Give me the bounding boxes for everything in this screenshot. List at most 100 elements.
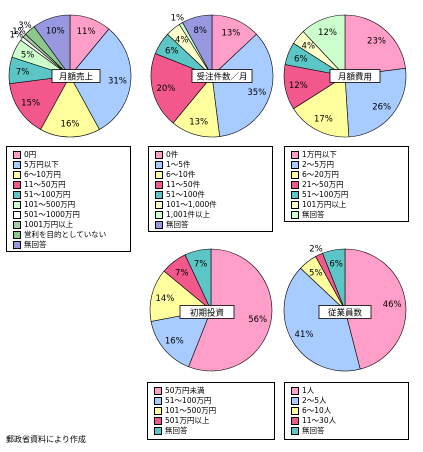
slice-data-label: 41% bbox=[295, 330, 314, 340]
slice-data-label: 23% bbox=[367, 36, 386, 46]
legend-item: 6～10件 bbox=[155, 170, 195, 180]
legend-item: 51～100件 bbox=[155, 190, 205, 200]
legend-label: 1,001件以上 bbox=[166, 210, 210, 219]
legend-label: 501万円以上 bbox=[165, 416, 210, 425]
legend-swatch bbox=[13, 231, 21, 239]
slice-data-label: 6% bbox=[329, 259, 343, 269]
legend-item: 6～10人 bbox=[291, 406, 331, 416]
slice-data-label: 12% bbox=[318, 28, 337, 38]
pie-chart-5: 46% 41% 5% 2% 6% 従業員数 bbox=[283, 245, 407, 372]
legend-5: 1人 2～5人 6～10人 11～30人 無回答 bbox=[284, 382, 409, 440]
legend-swatch bbox=[155, 221, 163, 229]
legend-swatch bbox=[155, 151, 163, 159]
slice-data-label: 6% bbox=[294, 55, 308, 65]
legend-item: 営利を目的としていない bbox=[13, 230, 106, 240]
pie-slice bbox=[69, 28, 132, 130]
legend-label: 6～20万円 bbox=[302, 170, 339, 179]
legend-label: 51～100万円 bbox=[302, 190, 349, 199]
pie-slice bbox=[9, 75, 71, 130]
pie-slice bbox=[182, 14, 213, 77]
legend-label: 11～30人 bbox=[302, 416, 337, 425]
slice-data-label: 13% bbox=[189, 118, 208, 128]
legend-label: 50万円未満 bbox=[165, 386, 205, 395]
legend-swatch bbox=[291, 427, 299, 435]
legend-item: 11～30人 bbox=[291, 416, 336, 426]
slice-data-label: 5% bbox=[21, 50, 35, 60]
chart-title: 受注件数／月 bbox=[196, 72, 247, 83]
slice-data-label: 1% bbox=[12, 27, 26, 37]
legend-swatch bbox=[291, 387, 299, 395]
slice-data-label: 56% bbox=[248, 315, 267, 325]
legend-swatch bbox=[291, 397, 299, 405]
legend-label: 101～500万円 bbox=[24, 200, 76, 209]
legend-swatch bbox=[13, 211, 21, 219]
legend-item: 50万円未満 bbox=[154, 386, 205, 396]
legend-item: 501万円以上 bbox=[154, 416, 209, 426]
legend-label: 101～500万円 bbox=[165, 406, 217, 415]
legend-label: 2～5万円 bbox=[302, 160, 335, 169]
legend-swatch bbox=[13, 241, 21, 249]
legend-swatch bbox=[155, 191, 163, 199]
source-note: 郵政省資料により作成 bbox=[6, 435, 86, 444]
legend-swatch bbox=[291, 201, 299, 209]
pie-chart-1: 11%31%16%15%7%5%1%1%3%10%月額売上 bbox=[8, 14, 132, 138]
slice-data-label: 26% bbox=[372, 102, 391, 112]
legend-label: 501～1000万円 bbox=[24, 210, 80, 219]
legend-label: 101万円以上 bbox=[302, 200, 347, 209]
pie-slice bbox=[150, 309, 212, 368]
slice-data-label: 6% bbox=[165, 47, 179, 57]
slice-data-label: 31% bbox=[108, 77, 127, 87]
slice-data-label: 20% bbox=[156, 84, 175, 94]
legend-item: 1万円以下 bbox=[291, 150, 337, 160]
legend-item: 21～50万円 bbox=[291, 180, 344, 190]
slice-data-label: 7% bbox=[175, 268, 189, 278]
legend-item: 51～100万円 bbox=[13, 190, 70, 200]
slice-data-label: 1% bbox=[171, 14, 185, 24]
pie-slice bbox=[293, 75, 350, 138]
pie-slice bbox=[344, 14, 406, 77]
slice-data-label: 3% bbox=[18, 21, 32, 31]
legend-swatch bbox=[13, 201, 21, 209]
legend-item: 2～5人 bbox=[291, 396, 327, 406]
pie-slice bbox=[211, 33, 274, 137]
legend-swatch bbox=[13, 171, 21, 179]
pie-chart-3: 23%26%17%12%6%4%12%月額費用 bbox=[283, 14, 407, 138]
legend-item: 1人 bbox=[291, 386, 314, 396]
legend-3: 1万円以下 2～5万円 6～20万円 21～50万円 51～100万円 101万円以上 無回… bbox=[284, 146, 409, 222]
legend-swatch bbox=[291, 181, 299, 189]
legend-item: 無回答 bbox=[291, 426, 325, 436]
legend-label: 0円 bbox=[24, 150, 37, 159]
legend-item: 2～5万円 bbox=[291, 160, 334, 170]
legend-swatch bbox=[154, 417, 162, 425]
legend-swatch bbox=[13, 181, 21, 189]
pie-slice bbox=[344, 68, 407, 138]
legend-label: 21～50万円 bbox=[302, 180, 344, 189]
legend-swatch bbox=[291, 407, 299, 415]
slice-data-label: 5% bbox=[309, 268, 323, 278]
legend-label: 無回答 bbox=[302, 426, 325, 435]
legend-item: 6～20万円 bbox=[291, 170, 339, 180]
slice-data-label: 10% bbox=[46, 27, 65, 37]
legend-item: 無回答 bbox=[154, 426, 188, 436]
legend-label: 1人 bbox=[302, 386, 315, 395]
legend-label: 営利を目的としていない bbox=[24, 230, 107, 239]
legend-label: 6～10万円 bbox=[24, 170, 61, 179]
legend-swatch bbox=[155, 181, 163, 189]
pie-slice bbox=[184, 248, 212, 311]
slice-data-label: 8% bbox=[193, 26, 207, 36]
slice-data-label: 14% bbox=[155, 294, 174, 304]
legend-item: 6～10万円 bbox=[13, 170, 61, 180]
legend-swatch bbox=[291, 417, 299, 425]
legend-swatch bbox=[291, 191, 299, 199]
chart-title: 月額売上 bbox=[59, 72, 94, 83]
legend-item: 101～500万円 bbox=[154, 406, 216, 416]
chart-title-box bbox=[318, 305, 372, 319]
chart-title: 初期投資 bbox=[190, 308, 224, 319]
legend-swatch bbox=[155, 161, 163, 169]
legend-label: 無回答 bbox=[166, 220, 189, 229]
legend-label: 51～100万円 bbox=[165, 396, 212, 405]
legend-item: 無回答 bbox=[155, 220, 189, 230]
slice-data-label: 16% bbox=[165, 336, 184, 346]
legend-label: 無回答 bbox=[24, 240, 47, 249]
